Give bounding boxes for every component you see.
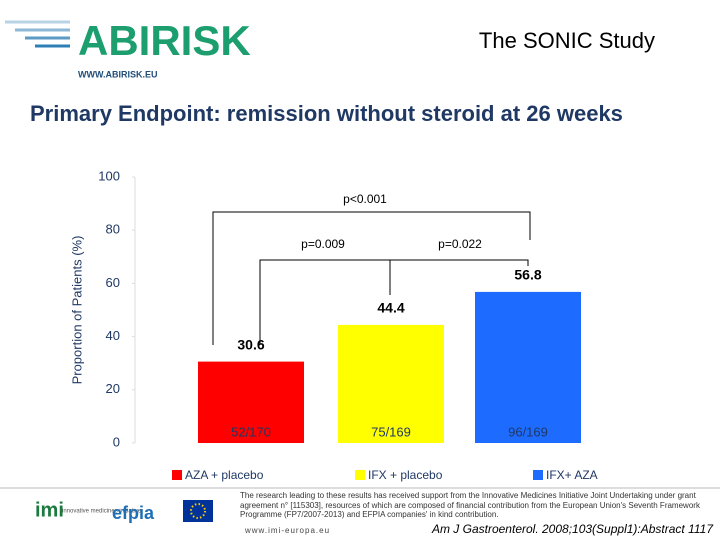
- eu-flag: [183, 500, 213, 522]
- value-label: 30.6: [237, 336, 264, 352]
- website: WWW.ABIRISK.EU: [78, 69, 158, 79]
- y-tick-label: 20: [106, 381, 120, 396]
- legend-swatch: [533, 470, 543, 480]
- legend-swatch: [355, 470, 365, 480]
- brackets: [212, 211, 531, 345]
- y-axis-label: Proportion of Patients (%): [69, 236, 84, 385]
- p-value: p<0.001: [343, 192, 387, 206]
- efpia-logo: efpia: [112, 503, 155, 523]
- legend-label: IFX+ AZA: [546, 468, 598, 482]
- p-value: p=0.009: [301, 237, 345, 251]
- legend-label: IFX + placebo: [368, 468, 443, 482]
- legend-label: AZA + placebo: [185, 468, 264, 482]
- sample-size: 75/169: [371, 424, 411, 439]
- value-label: 56.8: [514, 267, 541, 283]
- eu-stars: [190, 503, 206, 519]
- sample-size: 96/169: [508, 424, 548, 439]
- logo: ABIRISK: [78, 17, 251, 64]
- sample-size: 52/170: [231, 424, 271, 439]
- value-label: 44.4: [377, 300, 404, 316]
- imi-logo: imi: [35, 499, 64, 521]
- y-tick-label: 80: [106, 222, 120, 237]
- funding-text: The research leading to these results ha…: [240, 491, 700, 519]
- chart-title: Primary Endpoint: remission without ster…: [30, 101, 623, 126]
- imi-website: www.imi-europa.eu: [244, 526, 330, 535]
- y-tick-label: 0: [113, 434, 120, 449]
- logo-stripes: [5, 20, 70, 48]
- imi-name: innovative medicines initiative: [62, 509, 142, 515]
- y-tick-label: 60: [106, 275, 120, 290]
- bar: [338, 324, 444, 443]
- p-value: p=0.022: [438, 237, 482, 251]
- legend-swatch: [172, 470, 182, 480]
- study-title: The SONIC Study: [479, 28, 655, 53]
- citation: Am J Gastroenterol. 2008;103(Suppl1):Abs…: [431, 522, 714, 536]
- y-tick-label: 40: [106, 328, 120, 343]
- bar: [475, 291, 581, 443]
- y-tick-label: 100: [98, 168, 120, 183]
- bar: [198, 361, 304, 443]
